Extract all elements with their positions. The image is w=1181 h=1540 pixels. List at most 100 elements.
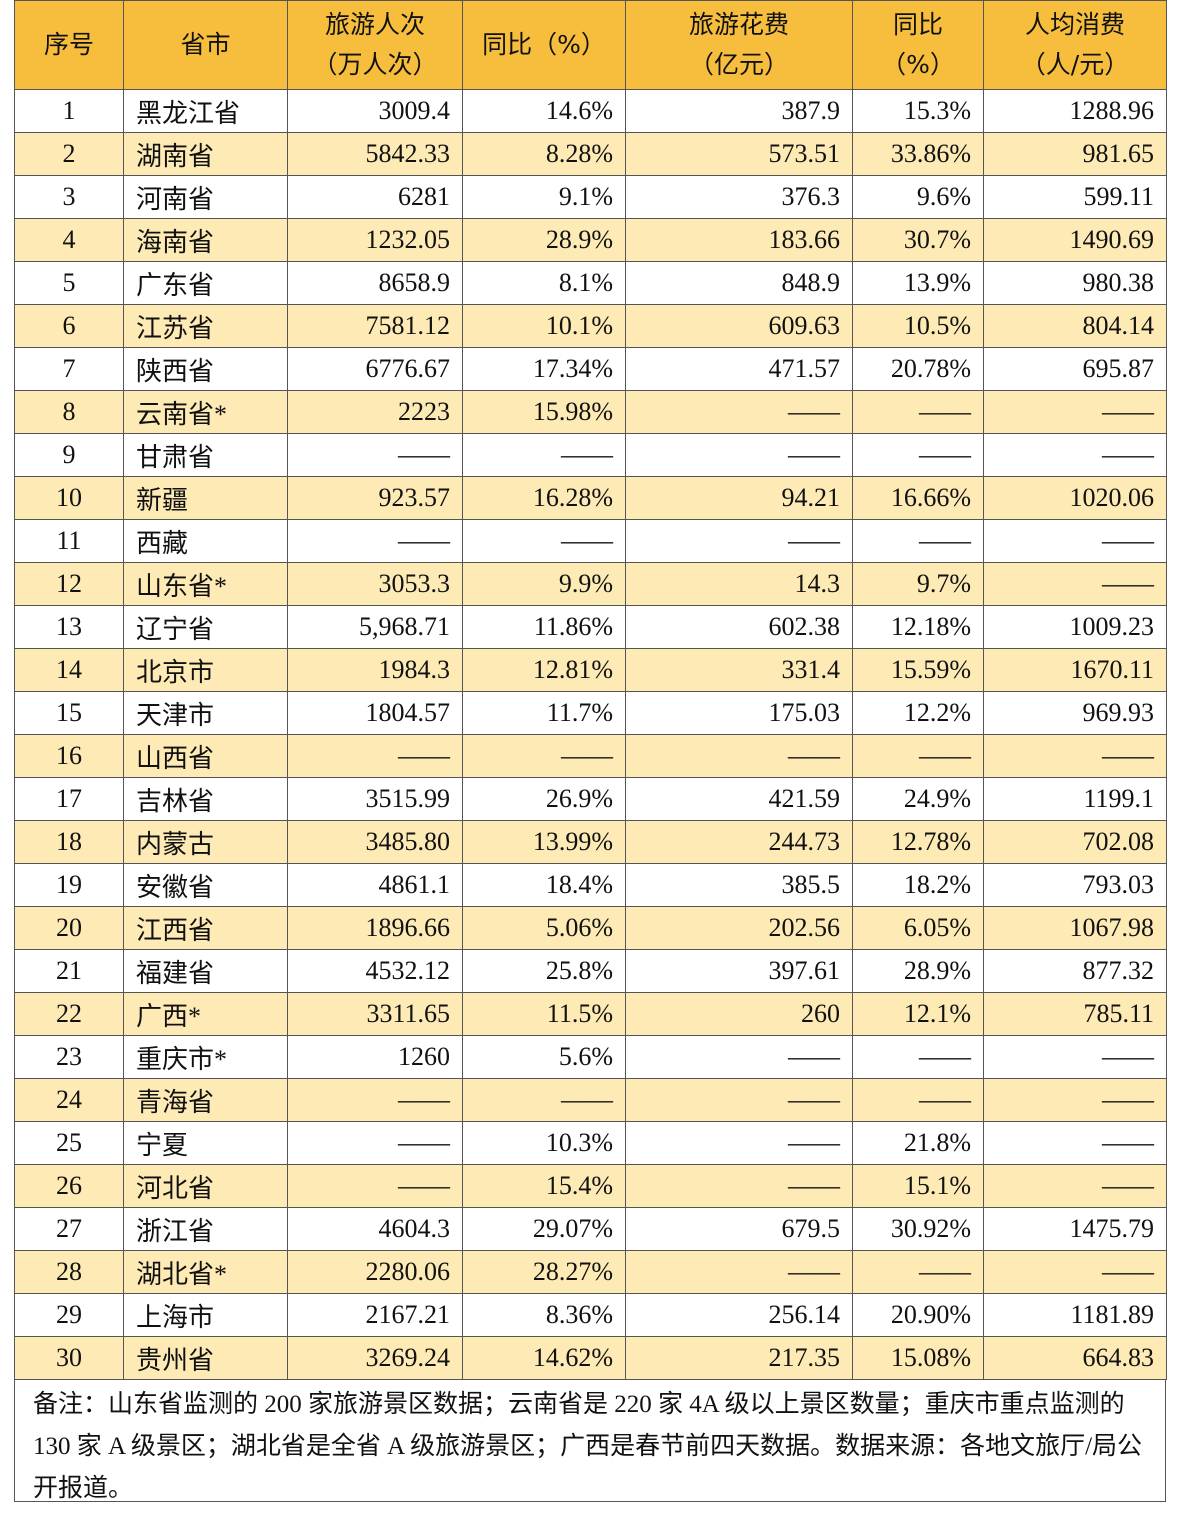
value-cell: 12.2%: [852, 691, 984, 735]
value-cell: 1288.96: [983, 89, 1167, 133]
value-cell: 785.11: [983, 992, 1167, 1036]
value-cell: 1670.11: [983, 648, 1167, 692]
value-cell: 1490.69: [983, 218, 1167, 262]
value-cell: ——: [287, 519, 463, 563]
value-cell: ——: [983, 1078, 1167, 1122]
value-cell: 5.06%: [462, 906, 626, 950]
province-cell: 吉林省: [123, 777, 288, 821]
data-row: 21 福建省 4532.12 25.8% 397.61 28.9% 877.32: [14, 949, 1167, 993]
value-cell: 702.08: [983, 820, 1167, 864]
value-cell: 2280.06: [287, 1250, 463, 1294]
index-cell: 29: [14, 1293, 124, 1337]
value-cell: ——: [983, 1250, 1167, 1294]
value-cell: 5.6%: [462, 1035, 626, 1079]
value-cell: 981.65: [983, 132, 1167, 176]
value-cell: 17.34%: [462, 347, 626, 391]
value-cell: ——: [462, 519, 626, 563]
value-cell: 387.9: [625, 89, 853, 133]
value-cell: ——: [287, 1078, 463, 1122]
value-cell: 1232.05: [287, 218, 463, 262]
province-cell: 上海市: [123, 1293, 288, 1337]
value-cell: 15.98%: [462, 390, 626, 434]
value-cell: 12.1%: [852, 992, 984, 1036]
header-row: 序号 省市 旅游人次 （万人次） 同比（%） 旅游花费 （亿元） 同比 （%） 人均消费 （人/元）: [14, 0, 1167, 90]
value-cell: 260: [625, 992, 853, 1036]
province-cell: 浙江省: [123, 1207, 288, 1251]
value-cell: 1199.1: [983, 777, 1167, 821]
data-row: 13 辽宁省 5,968.71 11.86% 602.38 12.18% 1009.23: [14, 605, 1167, 649]
value-cell: 1020.06: [983, 476, 1167, 520]
header-line: 旅游花费: [688, 10, 789, 39]
value-cell: 94.21: [625, 476, 853, 520]
value-cell: ——: [983, 433, 1167, 477]
index-cell: 15: [14, 691, 124, 735]
value-cell: 8.1%: [462, 261, 626, 305]
value-cell: 15.08%: [852, 1336, 984, 1380]
value-cell: 256.14: [625, 1293, 853, 1337]
value-cell: 877.32: [983, 949, 1167, 993]
header-cell: 人均消费 （人/元）: [983, 0, 1167, 90]
value-cell: 6776.67: [287, 347, 463, 391]
value-cell: ——: [852, 1078, 984, 1122]
index-cell: 6: [14, 304, 124, 348]
header-cell: 同比（%）: [462, 0, 626, 90]
province-cell: 陕西省: [123, 347, 288, 391]
value-cell: ——: [983, 1121, 1167, 1165]
value-cell: 16.28%: [462, 476, 626, 520]
value-cell: 9.6%: [852, 175, 984, 219]
province-cell: 江苏省: [123, 304, 288, 348]
data-row: 9 甘肃省 —— —— —— —— ——: [14, 433, 1167, 477]
value-cell: ——: [852, 433, 984, 477]
index-cell: 10: [14, 476, 124, 520]
province-cell: 安徽省: [123, 863, 288, 907]
value-cell: ——: [287, 1164, 463, 1208]
value-cell: 3053.3: [287, 562, 463, 606]
header-line: 同比: [892, 10, 943, 39]
value-cell: ——: [983, 562, 1167, 606]
data-row: 4 海南省 1232.05 28.9% 183.66 30.7% 1490.69: [14, 218, 1167, 262]
data-row: 22 广西* 3311.65 11.5% 260 12.1% 785.11: [14, 992, 1167, 1036]
value-cell: 12.81%: [462, 648, 626, 692]
value-cell: 804.14: [983, 304, 1167, 348]
value-cell: 376.3: [625, 175, 853, 219]
value-cell: 385.5: [625, 863, 853, 907]
province-cell: 黑龙江省: [123, 89, 288, 133]
index-cell: 5: [14, 261, 124, 305]
value-cell: ——: [625, 433, 853, 477]
value-cell: 13.99%: [462, 820, 626, 864]
tourism-table: 序号 省市 旅游人次 （万人次） 同比（%） 旅游花费 （亿元） 同比 （%） 人均消费 （人/元）…: [14, 0, 1167, 1380]
data-row: 2 湖南省 5842.33 8.28% 573.51 33.86% 981.65: [14, 132, 1167, 176]
value-cell: 980.38: [983, 261, 1167, 305]
data-row: 15 天津市 1804.57 11.7% 175.03 12.2% 969.93: [14, 691, 1167, 735]
index-cell: 23: [14, 1035, 124, 1079]
value-cell: 15.4%: [462, 1164, 626, 1208]
value-cell: ——: [983, 390, 1167, 434]
value-cell: ——: [983, 1035, 1167, 1079]
data-row: 23 重庆市* 1260 5.6% —— —— ——: [14, 1035, 1167, 1079]
value-cell: 1067.98: [983, 906, 1167, 950]
data-row: 10 新疆 923.57 16.28% 94.21 16.66% 1020.06: [14, 476, 1167, 520]
header-line: 省市: [180, 30, 231, 59]
province-cell: 贵州省: [123, 1336, 288, 1380]
header-line: 人均消费: [1024, 10, 1125, 39]
data-row: 17 吉林省 3515.99 26.9% 421.59 24.9% 1199.1: [14, 777, 1167, 821]
value-cell: 11.86%: [462, 605, 626, 649]
province-cell: 宁夏: [123, 1121, 288, 1165]
footnote: 备注：山东省监测的 200 家旅游景区数据；云南省是 220 家 4A 级以上景…: [14, 1380, 1166, 1502]
value-cell: 3485.80: [287, 820, 463, 864]
value-cell: 15.3%: [852, 89, 984, 133]
data-row: 25 宁夏 —— 10.3% —— 21.8% ——: [14, 1121, 1167, 1165]
value-cell: ——: [983, 1164, 1167, 1208]
data-row: 19 安徽省 4861.1 18.4% 385.5 18.2% 793.03: [14, 863, 1167, 907]
value-cell: 14.62%: [462, 1336, 626, 1380]
index-cell: 2: [14, 132, 124, 176]
data-row: 7 陕西省 6776.67 17.34% 471.57 20.78% 695.87: [14, 347, 1167, 391]
province-cell: 湖南省: [123, 132, 288, 176]
header-cell: 序号: [14, 0, 124, 90]
table-body: 1 黑龙江省 3009.4 14.6% 387.9 15.3% 1288.96 2 湖南省 584…: [14, 89, 1167, 1380]
value-cell: 217.35: [625, 1336, 853, 1380]
value-cell: 2167.21: [287, 1293, 463, 1337]
value-cell: 18.2%: [852, 863, 984, 907]
value-cell: 10.1%: [462, 304, 626, 348]
header-line: （万人次）: [312, 50, 438, 79]
